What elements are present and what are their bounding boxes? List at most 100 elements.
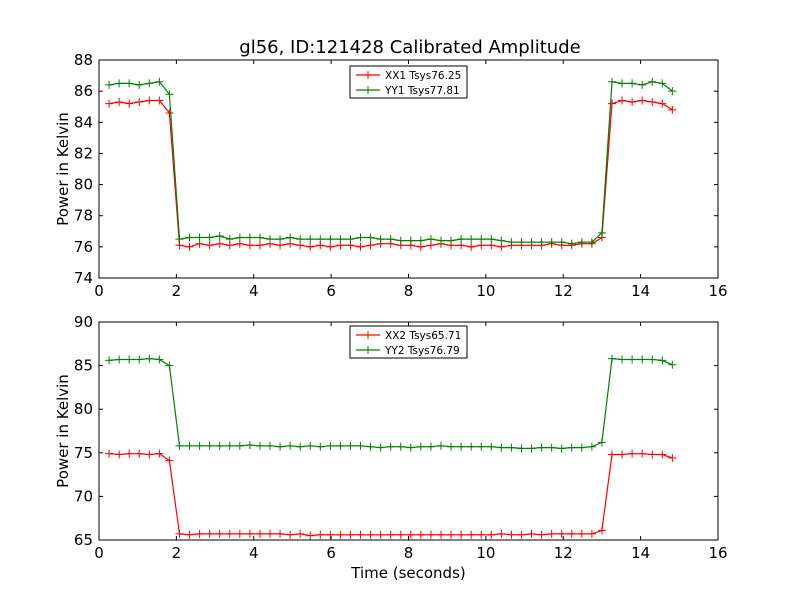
- data-point: [507, 443, 516, 452]
- data-point: [547, 238, 556, 247]
- data-point: [306, 441, 315, 450]
- data-point: [286, 441, 295, 450]
- legend-entry: XX1 Tsys76.25: [385, 70, 461, 82]
- legend-marker: [364, 346, 372, 354]
- data-point: [316, 235, 325, 244]
- data-point: [507, 238, 516, 247]
- data-point: [366, 530, 375, 539]
- data-point: [135, 98, 144, 107]
- data-point: [145, 96, 154, 105]
- data-point: [436, 441, 445, 450]
- data-point: [235, 233, 244, 242]
- data-point: [255, 241, 264, 250]
- data-point: [668, 360, 677, 369]
- data-point: [497, 236, 506, 245]
- data-point: [628, 98, 637, 107]
- data-point: [587, 238, 596, 247]
- data-point: [487, 530, 496, 539]
- x-tick-label: 10: [476, 282, 495, 300]
- x-tick-label: 16: [708, 282, 727, 300]
- legend-marker: [364, 86, 372, 94]
- data-point: [276, 442, 285, 451]
- data-point: [205, 441, 214, 450]
- x-tick-label: 12: [554, 544, 573, 562]
- y-tick-label: 76: [74, 238, 93, 256]
- data-point: [537, 530, 546, 539]
- data-point: [638, 355, 647, 364]
- x-tick-label: 8: [404, 544, 414, 562]
- y-tick-label: 70: [74, 487, 93, 505]
- data-point: [557, 238, 566, 247]
- data-point: [396, 442, 405, 451]
- data-point: [607, 99, 616, 108]
- data-point: [296, 235, 305, 244]
- data-point: [658, 356, 667, 365]
- data-point: [175, 529, 184, 538]
- data-point: [648, 355, 657, 364]
- data-point: [195, 233, 204, 242]
- y-tick-label: 80: [74, 176, 93, 194]
- data-point: [175, 235, 184, 244]
- data-point: [225, 529, 234, 538]
- data-point: [125, 355, 134, 364]
- data-point: [276, 529, 285, 538]
- data-point: [517, 444, 526, 453]
- data-point: [366, 241, 375, 250]
- data-point: [638, 96, 647, 105]
- data-point: [165, 108, 174, 117]
- data-point: [205, 233, 214, 242]
- data-point: [105, 356, 114, 365]
- data-point: [326, 441, 335, 450]
- data-point: [145, 354, 154, 363]
- legend-entry: YY1 Tsys77.81: [384, 85, 460, 97]
- data-point: [115, 450, 124, 459]
- data-point: [105, 449, 114, 458]
- series-yy2: [105, 354, 677, 453]
- data-point: [426, 530, 435, 539]
- data-point: [477, 235, 486, 244]
- data-point: [507, 530, 516, 539]
- data-point: [215, 529, 224, 538]
- x-tick-label: 10: [476, 544, 495, 562]
- data-point: [447, 236, 456, 245]
- data-point: [245, 440, 254, 449]
- data-point: [517, 530, 526, 539]
- data-point: [175, 441, 184, 450]
- data-point: [346, 235, 355, 244]
- data-point: [265, 235, 274, 244]
- data-point: [587, 529, 596, 538]
- data-point: [105, 80, 114, 89]
- data-point: [155, 355, 164, 364]
- legend-marker: [364, 331, 372, 339]
- x-tick-label: 6: [326, 544, 336, 562]
- data-point: [255, 233, 264, 242]
- data-point: [376, 530, 385, 539]
- data-point: [577, 238, 586, 247]
- data-point: [195, 441, 204, 450]
- legend: XX1 Tsys76.25 YY1 Tsys77.81: [349, 65, 468, 99]
- data-point: [165, 90, 174, 99]
- data-point: [125, 449, 134, 458]
- data-point: [517, 238, 526, 247]
- data-point: [567, 443, 576, 452]
- plot-2: 0 2 4 6 8 10 12 14 16 65 70 75 80 85 90 Power in Kelvin…: [54, 313, 728, 582]
- y-tick-label: 88: [74, 51, 93, 69]
- legend-entry: YY2 Tsys76.79: [384, 345, 460, 357]
- data-point: [527, 529, 536, 538]
- data-point: [597, 526, 606, 535]
- data-point: [205, 529, 214, 538]
- data-point: [155, 96, 164, 105]
- data-point: [648, 77, 657, 86]
- data-point: [416, 442, 425, 451]
- data-point: [145, 79, 154, 88]
- y-tick-label: 90: [74, 313, 93, 331]
- legend-box: [349, 65, 468, 99]
- data-point: [386, 442, 395, 451]
- data-point: [356, 242, 365, 251]
- y-axis-label: Power in Kelvin: [54, 112, 72, 226]
- data-point: [638, 80, 647, 89]
- data-point: [447, 530, 456, 539]
- data-point: [115, 355, 124, 364]
- data-point: [265, 441, 274, 450]
